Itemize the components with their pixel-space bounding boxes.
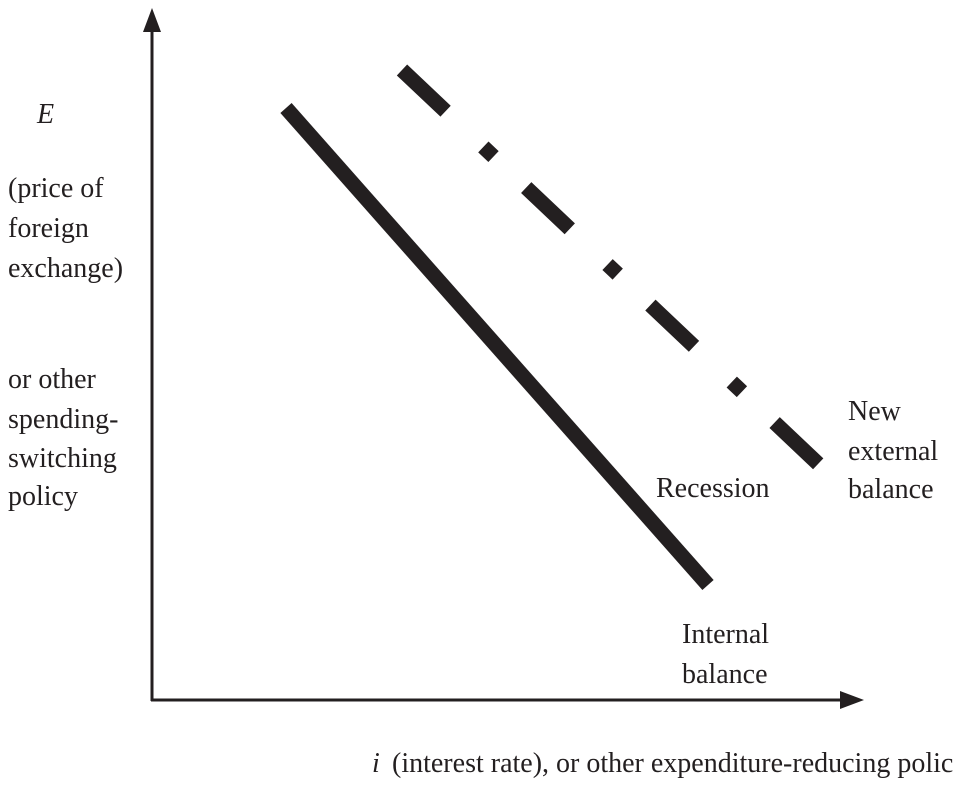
y-variable: E — [36, 99, 54, 130]
external-balance-line — [396, 64, 836, 481]
recession-label: Recession — [656, 473, 770, 504]
y-label-line: or other — [8, 364, 97, 395]
y-label-line: switching — [8, 443, 117, 474]
external-label: external — [848, 436, 938, 467]
internal-label: Internal — [682, 619, 769, 650]
x-label: (interest rate), or other expenditure-re… — [392, 748, 953, 779]
external-label: balance — [848, 474, 934, 505]
y-label-line: foreign — [8, 213, 89, 244]
x-axis-arrow — [840, 691, 864, 709]
y-axis-arrow — [143, 8, 161, 32]
y-label-line: (price of — [8, 173, 104, 204]
x-variable: i — [372, 748, 380, 779]
external-label: New — [848, 396, 902, 427]
internal-label: balance — [682, 659, 768, 690]
y-label-line: exchange) — [8, 253, 123, 284]
y-label-line: policy — [8, 481, 78, 512]
y-label-line: spending- — [8, 404, 118, 435]
internal-balance-line — [280, 103, 714, 590]
